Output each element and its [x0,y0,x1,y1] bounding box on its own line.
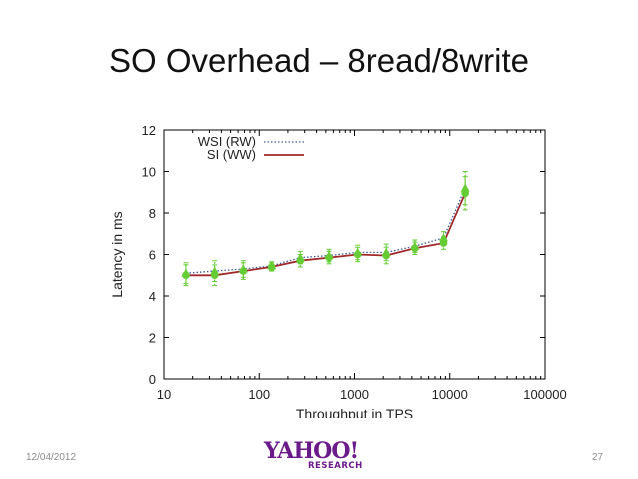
data-point-si [382,251,390,260]
x-tick-label: 1000 [340,387,369,402]
series-line-si [186,192,466,277]
yahoo-research-logo: YAHOO! RESEARCH [264,438,376,476]
data-point-si [182,271,190,280]
legend-label: SI (WW) [207,147,256,162]
y-tick-label: 8 [149,206,156,221]
data-point-si [239,267,248,275]
data-point-si [411,244,419,253]
data-point-si [267,263,276,271]
y-tick-label: 12 [142,123,156,138]
x-tick-label: 10000 [432,387,468,402]
y-axis-label: Latency in ms [109,211,125,297]
data-point-si [325,253,333,262]
slide-page-number: 27 [592,452,604,463]
logo-subtext: RESEARCH [308,461,363,471]
slide-title: SO Overhead – 8read/8write [108,42,530,79]
y-tick-label: 6 [149,248,156,263]
data-point-si [296,256,305,265]
y-tick-label: 4 [149,289,156,304]
slide-date: 12/04/2012 [26,452,77,463]
x-axis-label: Throughput in TPS [296,406,413,418]
series-line-wsi [185,187,466,274]
data-point-si [353,250,362,259]
y-tick-label: 0 [149,372,156,387]
x-tick-label: 100 [248,387,270,402]
latency-chart: 0 2 4 6 8 10 12 10 100 1000 10000 100000 Throughput … [109,123,567,418]
data-point-si [461,189,469,198]
data-point-si [210,271,219,280]
y-tick-label: 10 [142,165,156,180]
y-tick-label: 2 [149,331,156,346]
x-tick-label: 100000 [523,387,566,402]
legend-label: WSI (RW) [198,134,256,149]
x-tick-label: 10 [157,387,171,402]
logo-wordmark: YAHOO! [264,438,359,464]
data-point-si [439,239,448,247]
